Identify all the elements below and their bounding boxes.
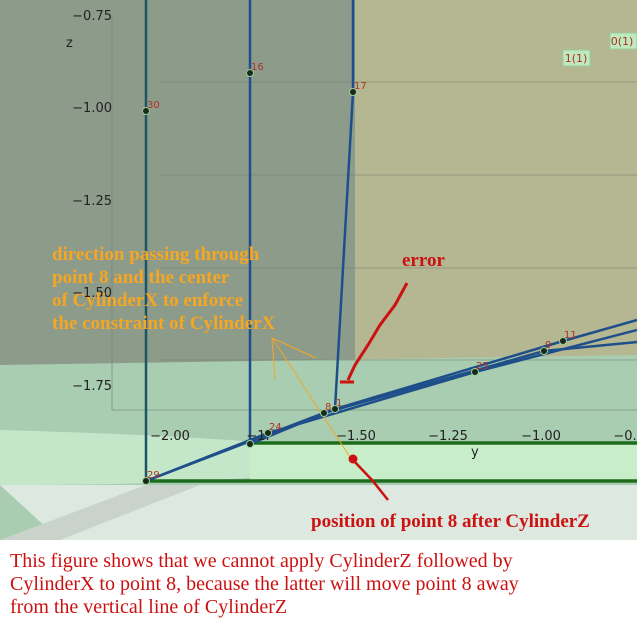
point	[331, 405, 339, 413]
caption-line: This figure shows that we cannot apply C…	[10, 550, 513, 572]
direction-note: point 8 and the center	[52, 267, 230, 288]
point	[540, 347, 548, 355]
z-axis-label: z	[66, 36, 73, 51]
box-label: 1(1)	[565, 52, 588, 65]
grid	[111, 15, 637, 411]
y-tick-label: −0.	[613, 429, 636, 444]
shadow	[0, 485, 200, 540]
points	[142, 69, 567, 485]
caption-line: CylinderX to point 8, because the latter…	[10, 573, 519, 595]
point-label: 11	[564, 330, 577, 341]
point	[142, 107, 150, 115]
direction-note: the constraint of CylinderX	[52, 313, 276, 334]
position-arrow	[352, 459, 389, 501]
z-tick-label: −0.75	[72, 9, 112, 24]
point-label: 25	[476, 361, 489, 372]
point-label: 1	[336, 398, 342, 409]
point-label: 24	[269, 422, 282, 433]
error-note: error	[402, 250, 445, 271]
point-label: 30	[147, 100, 160, 111]
cylinder-band	[250, 443, 637, 483]
point	[559, 337, 567, 345]
z-tick-label: −1.50	[72, 286, 112, 301]
box-label: 0(1)	[611, 35, 634, 48]
y-tick-label: −1.25	[428, 429, 468, 444]
point	[349, 88, 357, 96]
point	[471, 368, 479, 376]
cylinder-lines	[146, 441, 637, 483]
caption-line: from the vertical line of CylinderZ	[10, 596, 287, 618]
new-point-8	[348, 454, 358, 464]
point	[246, 440, 254, 448]
label-box	[609, 32, 637, 50]
y-axis-label: y	[471, 445, 479, 460]
y-tick-label: −1.00	[521, 429, 561, 444]
y-tick-label: −1.	[246, 429, 269, 444]
direction-note: direction passing through	[52, 244, 260, 265]
point-label: 8	[325, 402, 331, 413]
error-arrow	[340, 282, 409, 384]
point-label: 17	[354, 81, 367, 92]
z-tick-label: −1.00	[72, 101, 112, 116]
point	[264, 429, 272, 437]
point-label: 9	[545, 340, 551, 351]
z-tick-label: −1.25	[72, 194, 112, 209]
point	[142, 477, 150, 485]
direction-note: of CylinderX to enforce	[52, 290, 243, 311]
y-tick-label: −1.50	[336, 429, 376, 444]
point	[320, 409, 328, 417]
direction-lines	[271, 337, 353, 461]
point-label: 29	[147, 470, 160, 481]
point	[246, 69, 254, 77]
texts: −0.75 −1.00 −1.25 −1.50 −1.75 −2.00 −1. −1.50 −1…	[10, 9, 637, 618]
point-label: 16	[251, 62, 264, 73]
z-tick-label: −1.75	[72, 379, 112, 394]
label-box	[562, 49, 591, 67]
position-note: position of point 8 after CylinderZ	[311, 511, 590, 532]
y-tick-label: −2.00	[150, 429, 190, 444]
